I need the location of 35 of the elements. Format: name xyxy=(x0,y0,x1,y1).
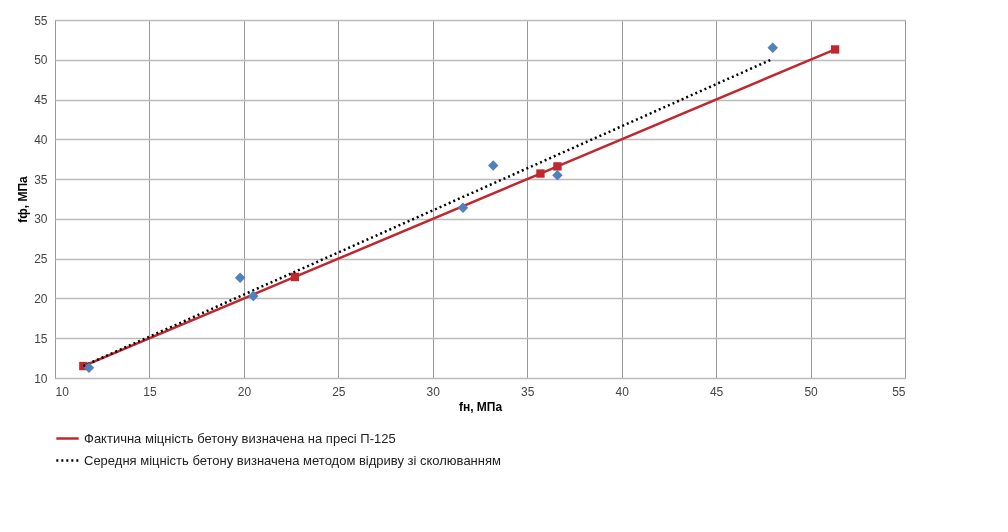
point xyxy=(552,169,563,181)
x-tick-label: 35 xyxy=(521,384,535,399)
point xyxy=(553,162,562,171)
x-tick-label: 10 xyxy=(55,384,70,399)
y-tick-label: 20 xyxy=(34,291,48,306)
y-axis-title: fф, МПа xyxy=(16,175,31,223)
point xyxy=(248,290,259,302)
y-tick-label: 50 xyxy=(34,53,48,68)
x-tick-label: 45 xyxy=(709,384,724,399)
x-tick-label: 25 xyxy=(332,384,346,399)
y-tick-label: 55 xyxy=(34,13,48,28)
x-axis-title: fн, МПа xyxy=(458,399,503,414)
point xyxy=(830,45,840,54)
y-tick-label: 35 xyxy=(34,172,48,187)
y-tick-label: 25 xyxy=(34,252,48,267)
y-tick-label: 15 xyxy=(34,331,48,346)
y-tick-label: 10 xyxy=(34,371,48,386)
x-tick-label: 50 xyxy=(804,384,819,399)
point xyxy=(767,42,779,54)
x-tick-label: 55 xyxy=(892,384,906,399)
y-tick-label: 40 xyxy=(34,132,48,147)
point xyxy=(457,202,469,213)
point xyxy=(234,272,246,283)
point xyxy=(487,160,499,171)
x-tick-label: 15 xyxy=(143,384,157,399)
x-tick-label: 20 xyxy=(237,384,252,399)
y-tick-label: 30 xyxy=(34,212,48,227)
point xyxy=(536,169,545,178)
legend-label: Середня міцність бетону визначена методом відриву зі сколюванням xyxy=(84,452,502,468)
x-tick-label: 40 xyxy=(615,384,630,399)
legend-label: Фактична міцність бетону визначена на пресі П-125 xyxy=(84,430,396,446)
point xyxy=(290,272,300,282)
y-tick-label: 45 xyxy=(34,93,48,108)
point xyxy=(83,362,95,373)
x-tick-label: 30 xyxy=(426,384,441,399)
